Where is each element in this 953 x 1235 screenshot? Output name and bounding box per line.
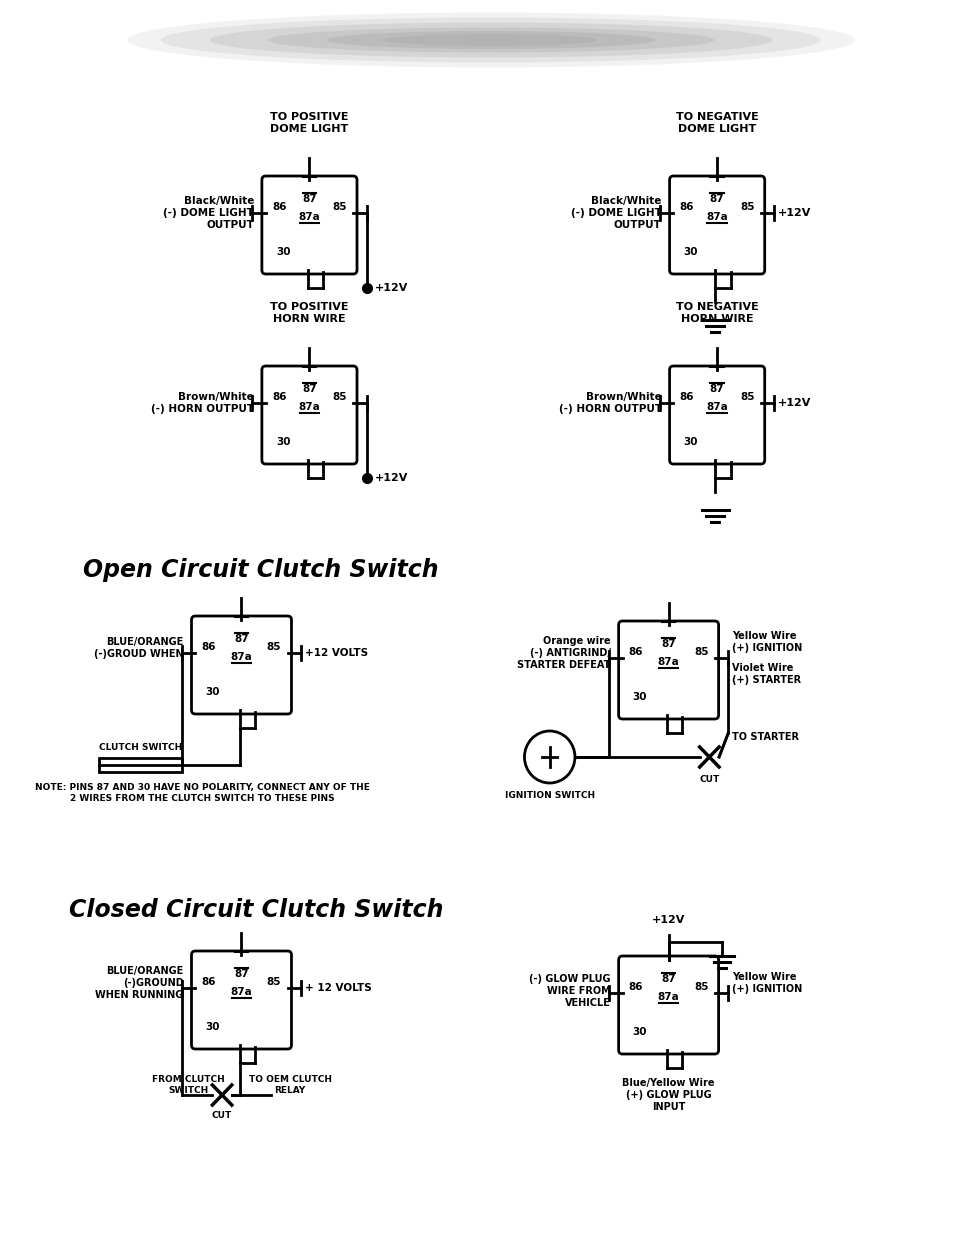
- Text: +12V: +12V: [375, 473, 408, 483]
- Text: TO POSITIVE
HORN WIRE: TO POSITIVE HORN WIRE: [270, 301, 349, 324]
- Text: 85: 85: [332, 203, 347, 212]
- Text: +12V: +12V: [778, 207, 811, 219]
- Ellipse shape: [268, 27, 714, 53]
- Text: 85: 85: [693, 647, 708, 657]
- Text: Black/White
(-) DOME LIGHT
OUTPUT: Black/White (-) DOME LIGHT OUTPUT: [570, 195, 661, 231]
- Text: 85: 85: [740, 391, 754, 403]
- Text: CLUTCH SWITCH: CLUTCH SWITCH: [99, 743, 182, 752]
- Text: 30: 30: [275, 247, 290, 257]
- FancyBboxPatch shape: [262, 177, 356, 274]
- Text: 86: 86: [679, 391, 694, 403]
- Text: TO STARTER: TO STARTER: [731, 732, 799, 742]
- Ellipse shape: [326, 31, 656, 49]
- Text: 30: 30: [632, 692, 646, 701]
- Text: 30: 30: [275, 437, 290, 447]
- Text: Closed Circuit Clutch Switch: Closed Circuit Clutch Switch: [69, 898, 443, 923]
- Bar: [99, 758, 182, 772]
- Text: 87a: 87a: [231, 987, 253, 997]
- Text: Open Circuit Clutch Switch: Open Circuit Clutch Switch: [83, 558, 438, 582]
- Text: 85: 85: [267, 642, 281, 652]
- Text: 86: 86: [272, 203, 286, 212]
- Text: TO NEGATIVE
HORN WIRE: TO NEGATIVE HORN WIRE: [675, 301, 758, 324]
- Text: 85: 85: [693, 982, 708, 992]
- Text: 87: 87: [709, 194, 723, 204]
- FancyBboxPatch shape: [618, 956, 718, 1053]
- Text: TO POSITIVE
DOME LIGHT: TO POSITIVE DOME LIGHT: [270, 111, 349, 135]
- Text: 87: 87: [660, 974, 676, 984]
- Text: 87: 87: [709, 384, 723, 394]
- Text: Blue/Yellow Wire
(+) GLOW PLUG
INPUT: Blue/Yellow Wire (+) GLOW PLUG INPUT: [621, 1078, 714, 1113]
- Text: CUT: CUT: [212, 1112, 232, 1120]
- Text: Brown/White
(-) HORN OUTPUT: Brown/White (-) HORN OUTPUT: [151, 391, 253, 414]
- FancyBboxPatch shape: [669, 366, 764, 464]
- Text: 86: 86: [628, 982, 642, 992]
- Text: TO OEM CLUTCH
RELAY: TO OEM CLUTCH RELAY: [249, 1074, 332, 1095]
- Text: 87: 87: [660, 638, 676, 650]
- Text: 86: 86: [272, 391, 286, 403]
- Text: 30: 30: [683, 247, 698, 257]
- Text: 87a: 87a: [705, 403, 727, 412]
- Text: 87a: 87a: [705, 212, 727, 222]
- Text: CUT: CUT: [699, 776, 719, 784]
- Text: FROM CLUTCH
SWITCH: FROM CLUTCH SWITCH: [152, 1074, 224, 1095]
- Text: 87a: 87a: [231, 652, 253, 662]
- Text: 87: 87: [302, 194, 316, 204]
- Text: Black/White
(-) DOME LIGHT
OUTPUT: Black/White (-) DOME LIGHT OUTPUT: [163, 195, 253, 231]
- Text: 86: 86: [679, 203, 694, 212]
- Text: NOTE: PINS 87 AND 30 HAVE NO POLARITY, CONNECT ANY OF THE
2 WIRES FROM THE CLUTC: NOTE: PINS 87 AND 30 HAVE NO POLARITY, C…: [35, 783, 370, 804]
- FancyBboxPatch shape: [192, 951, 292, 1049]
- Text: TO NEGATIVE
DOME LIGHT: TO NEGATIVE DOME LIGHT: [675, 111, 758, 135]
- Text: 30: 30: [632, 1028, 646, 1037]
- Text: Yellow Wire
(+) IGNITION: Yellow Wire (+) IGNITION: [731, 972, 801, 994]
- Text: 30: 30: [206, 687, 220, 697]
- Text: Yellow Wire
(+) IGNITION: Yellow Wire (+) IGNITION: [731, 631, 801, 653]
- Ellipse shape: [210, 22, 772, 58]
- Ellipse shape: [384, 35, 598, 46]
- Text: +12V: +12V: [375, 283, 408, 293]
- Text: 87: 87: [302, 384, 316, 394]
- Text: 87a: 87a: [298, 212, 320, 222]
- Text: +12V: +12V: [778, 398, 811, 408]
- Text: BLUE/ORANGE
(-)GROUND
WHEN RUNNING: BLUE/ORANGE (-)GROUND WHEN RUNNING: [95, 966, 184, 1000]
- Text: +12V: +12V: [651, 915, 684, 925]
- Text: Orange wire
(-) ANTIGRIND/
STARTER DEFEAT: Orange wire (-) ANTIGRIND/ STARTER DEFEA…: [517, 636, 610, 671]
- Text: BLUE/ORANGE
(-)GROUD WHEN: BLUE/ORANGE (-)GROUD WHEN: [94, 637, 184, 659]
- Text: + 12 VOLTS: + 12 VOLTS: [305, 983, 372, 993]
- Text: IGNITION SWITCH: IGNITION SWITCH: [504, 790, 594, 799]
- Text: 86: 86: [628, 647, 642, 657]
- Text: 30: 30: [683, 437, 698, 447]
- FancyBboxPatch shape: [192, 616, 292, 714]
- Text: Brown/White
(-) HORN OUTPUT: Brown/White (-) HORN OUTPUT: [558, 391, 661, 414]
- FancyBboxPatch shape: [262, 366, 356, 464]
- Text: 87a: 87a: [298, 403, 320, 412]
- Ellipse shape: [161, 17, 821, 63]
- Text: 87a: 87a: [657, 657, 679, 667]
- Text: 85: 85: [267, 977, 281, 987]
- Text: 87a: 87a: [657, 992, 679, 1002]
- Text: 87: 87: [233, 969, 249, 979]
- FancyBboxPatch shape: [669, 177, 764, 274]
- Text: (-) GLOW PLUG
WIRE FROM
VEHICLE: (-) GLOW PLUG WIRE FROM VEHICLE: [529, 973, 610, 1009]
- Text: +12 VOLTS: +12 VOLTS: [305, 648, 368, 658]
- Text: 86: 86: [201, 977, 216, 987]
- Text: 85: 85: [740, 203, 754, 212]
- Text: Violet Wire
(+) STARTER: Violet Wire (+) STARTER: [731, 663, 801, 685]
- Text: 87: 87: [233, 634, 249, 643]
- Ellipse shape: [127, 12, 854, 68]
- Text: 86: 86: [201, 642, 216, 652]
- Text: 85: 85: [332, 391, 347, 403]
- Text: 30: 30: [206, 1023, 220, 1032]
- FancyBboxPatch shape: [618, 621, 718, 719]
